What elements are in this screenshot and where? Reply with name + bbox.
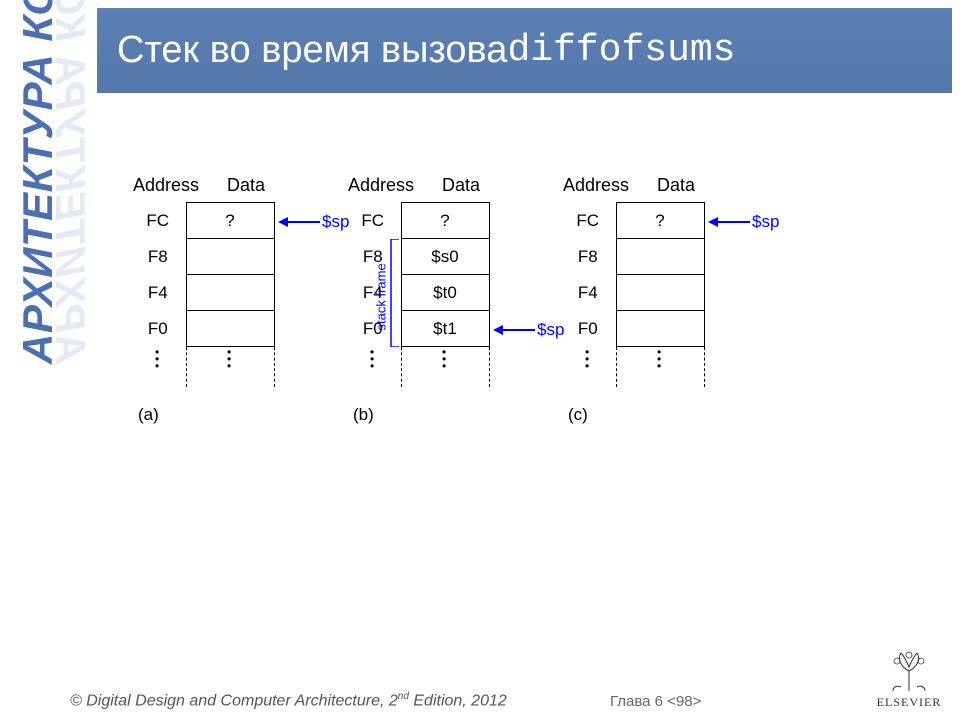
dashed-line [274, 347, 275, 387]
table-row: F4 [130, 275, 274, 311]
addr-cell: F4 [560, 275, 616, 311]
diagram-area: AddressDataFC?F8F4F0••••••(a)$spAddressD… [130, 175, 920, 407]
stack-tail: ••••••(b) [345, 347, 505, 407]
stack-table: FC?F8$s0F4$t0F0$t1 [345, 202, 490, 347]
table-row: FC? [560, 203, 704, 239]
subcaption: (a) [138, 405, 159, 425]
data-cell: $t0 [401, 275, 489, 311]
addr-cell: F0 [130, 311, 186, 347]
data-cell: ? [401, 203, 489, 239]
slide-title: Стек во время вызова diffofsums [97, 8, 952, 93]
copyright-d: Edition, 2012 [409, 692, 507, 709]
tree-icon [876, 645, 942, 695]
vdots-icon: ••• [227, 349, 231, 370]
chapter-indicator: Глава 6 <98> [610, 693, 701, 710]
data-cell [186, 311, 274, 347]
stack-table: FC?F8F4F0 [130, 202, 275, 347]
copyright-c: nd [398, 691, 409, 702]
data-cell: $t1 [401, 311, 489, 347]
addr-cell: F8 [130, 239, 186, 275]
table-row: F0 [560, 311, 704, 347]
vdots-icon: ••• [442, 349, 446, 370]
footer: © Digital Design and Computer Architectu… [70, 691, 940, 710]
table-row: FC? [130, 203, 274, 239]
data-cell [616, 275, 704, 311]
dashed-line [704, 347, 705, 387]
table-row: F8 [130, 239, 274, 275]
addr-cell: FC [560, 203, 616, 239]
addr-cell: F0 [560, 311, 616, 347]
dashed-line [489, 347, 490, 387]
copyright-a: © Digital Design and Computer Architectu… [70, 692, 380, 709]
subcaption: (c) [568, 405, 588, 425]
stack-diagram-a: AddressDataFC?F8F4F0••••••(a)$sp [130, 175, 290, 407]
header-address: Address [560, 175, 632, 196]
header-address: Address [130, 175, 202, 196]
copyright-b: , 2 [380, 692, 398, 709]
stack-frame-bracket [387, 239, 401, 347]
stack-diagram-b: AddressDataFC?F8$s0F4$t0F0$t1••••••(b)$s… [345, 175, 505, 407]
vdots-icon: ••• [155, 349, 159, 370]
sp-pointer: $sp [708, 212, 779, 232]
title-code: diffofsums [507, 29, 735, 72]
table-row: F8 [560, 239, 704, 275]
vdots-icon: ••• [585, 349, 589, 370]
data-cell [186, 239, 274, 275]
title-text: Стек во время вызова [117, 29, 507, 72]
sidebar-title: АРХИТЕКТУРА КОМПЬЮТЕРА [14, 0, 62, 364]
vdots-icon: ••• [370, 349, 374, 370]
data-cell [616, 239, 704, 275]
data-cell: $s0 [401, 239, 489, 275]
header-address: Address [345, 175, 417, 196]
table-row: F0 [130, 311, 274, 347]
dashed-line [401, 347, 402, 387]
addr-cell: F4 [130, 275, 186, 311]
table-row: FC? [345, 203, 489, 239]
vdots-icon: ••• [657, 349, 661, 370]
stack-table: FC?F8F4F0 [560, 202, 705, 347]
column-headers: AddressData [560, 175, 720, 196]
table-row: F0$t1 [345, 311, 489, 347]
addr-cell: FC [130, 203, 186, 239]
header-data: Data [202, 175, 290, 196]
addr-cell: FC [345, 203, 401, 239]
data-cell: ? [616, 203, 704, 239]
sp-pointer: $sp [278, 212, 349, 232]
stack-tail: ••••••(a) [130, 347, 290, 407]
addr-cell: F8 [560, 239, 616, 275]
dashed-line [186, 347, 187, 387]
stack-diagram-c: AddressDataFC?F8F4F0••••••(c)$sp [560, 175, 720, 407]
publisher-logo: ELSEVIER [876, 645, 942, 710]
stack-tail: ••••••(c) [560, 347, 720, 407]
data-cell [186, 275, 274, 311]
sp-pointer: $sp [493, 320, 564, 340]
header-data: Data [417, 175, 505, 196]
data-cell: ? [186, 203, 274, 239]
column-headers: AddressData [130, 175, 290, 196]
subcaption: (b) [353, 405, 374, 425]
data-cell [616, 311, 704, 347]
table-row: F4$t0 [345, 275, 489, 311]
header-data: Data [632, 175, 720, 196]
table-row: F4 [560, 275, 704, 311]
stack-frame-label: stack frame [374, 263, 389, 330]
table-row: F8$s0 [345, 239, 489, 275]
dashed-line [616, 347, 617, 387]
publisher-name: ELSEVIER [876, 695, 942, 710]
column-headers: AddressData [345, 175, 505, 196]
